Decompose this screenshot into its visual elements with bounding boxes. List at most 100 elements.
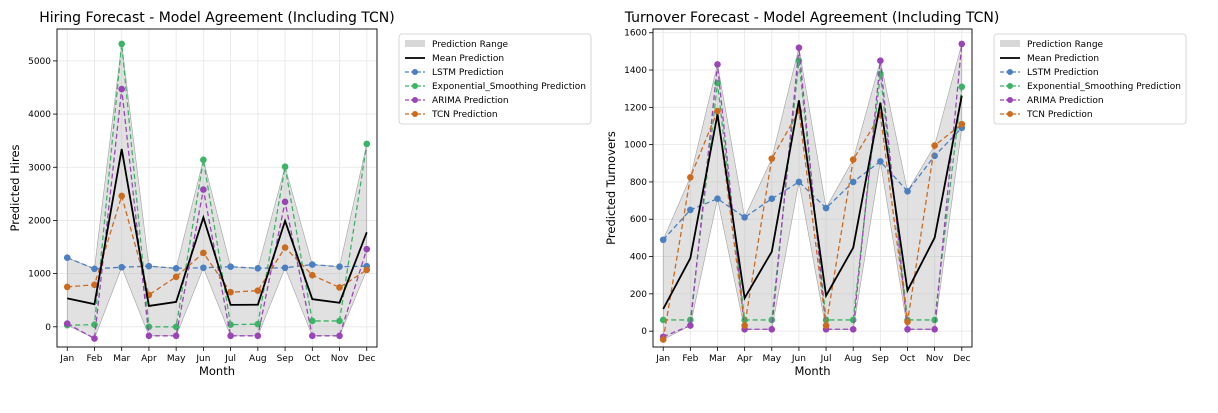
x-tick-label: Jul [224,354,236,364]
prediction-range-band [66,43,368,339]
data-point [849,178,857,186]
legend-marker [1007,111,1013,117]
x-tick-label: Aug [249,354,267,364]
data-point [931,142,938,149]
data-point [795,178,803,186]
data-point [91,335,98,342]
data-point [822,322,830,329]
legend-label-range: Prediction Range [1027,40,1104,50]
data-point [659,236,667,244]
legend-marker [412,111,418,117]
data-point [363,245,371,253]
data-point [309,261,316,268]
legend-label-series: LSTM Prediction [432,68,504,78]
legend-label-range: Prediction Range [432,40,509,50]
data-point [91,321,98,328]
x-axis-label: Month [794,364,830,378]
x-tick-label: Jan [655,354,670,364]
x-tick-label: Jan [59,354,74,364]
data-point [849,156,857,163]
series-line-2 [662,43,963,338]
data-point [714,195,721,203]
legend-box [993,33,1187,125]
y-axis-label: Predicted Hires [8,144,22,231]
data-point [687,173,694,181]
data-point [714,107,721,115]
x-tick-label: Jun [195,354,210,364]
legend-marker [1007,69,1013,75]
x-tick-label: Nov [331,354,349,364]
data-point [958,83,966,91]
data-point [227,332,234,340]
data-point [904,318,911,326]
series-line-3 [67,193,368,296]
data-point [768,155,776,162]
x-tick-label: Oct [900,354,916,364]
x-tick-label: Dec [358,354,375,364]
data-point [877,57,884,65]
legend-marker [1007,97,1013,103]
data-point [309,332,316,340]
x-tick-label: Apr [141,354,157,364]
data-point [741,322,748,329]
series-line-1 [67,43,368,328]
data-point [741,214,748,221]
y-tick-label: 2000 [28,216,51,226]
y-tick-label: 600 [630,215,647,225]
data-point [91,265,98,273]
data-point [795,57,803,65]
data-point [687,322,694,329]
legend-label-series: TCN Prediction [431,110,498,120]
data-point [336,263,343,271]
legend-label-mean: Mean Prediction [1027,54,1099,64]
data-point [714,61,721,68]
data-point [281,198,289,206]
plot-frame [652,28,973,348]
data-point [281,264,289,272]
y-tick-label: 3000 [28,163,51,173]
x-tick-label: Nov [926,354,944,364]
data-point [172,273,180,281]
data-point [659,316,667,324]
data-point [254,264,262,272]
legend-label-mean: Mean Prediction [432,54,504,64]
y-tick-label: 1200 [624,103,647,113]
data-point [768,325,776,333]
data-point [659,336,667,343]
data-point [281,163,289,171]
data-point [849,325,857,333]
data-point [363,140,371,148]
x-tick-label: Dec [953,354,970,364]
data-point [931,152,938,160]
x-tick-label: Feb [682,354,698,364]
data-point [877,158,884,165]
data-point [904,187,911,195]
y-tick-label: 0 [641,327,647,337]
legend-marker [1007,83,1013,89]
data-point [363,266,371,274]
legend-marker [412,97,418,103]
data-point [822,204,830,212]
data-point [200,264,207,272]
data-point [200,249,207,257]
data-point [200,186,207,193]
data-point [931,325,938,333]
data-point [336,317,343,325]
x-tick-label: Sep [277,354,294,364]
x-tick-label: May [167,354,186,364]
data-point [91,281,98,289]
data-point [200,156,207,164]
legend-swatch-range [1000,40,1020,47]
y-tick-label: 1000 [624,141,647,151]
series-line-3 [662,108,963,340]
y-tick-label: 1400 [624,66,647,76]
chart-title: Hiring Forecast - Model Agreement (Inclu… [39,10,395,26]
data-point [172,332,180,340]
x-tick-label: Feb [87,354,103,364]
plot-frame [56,28,378,348]
legend: Prediction Range Mean Prediction LSTM Pred… [993,33,1187,125]
chart-2: 0 200 400 600 800 1000 1200 1400 1600 Jan Feb Mar Ap… [604,10,1187,378]
x-tick-label: Aug [844,354,862,364]
x-tick-label: Jul [820,354,832,364]
data-point [958,40,966,48]
